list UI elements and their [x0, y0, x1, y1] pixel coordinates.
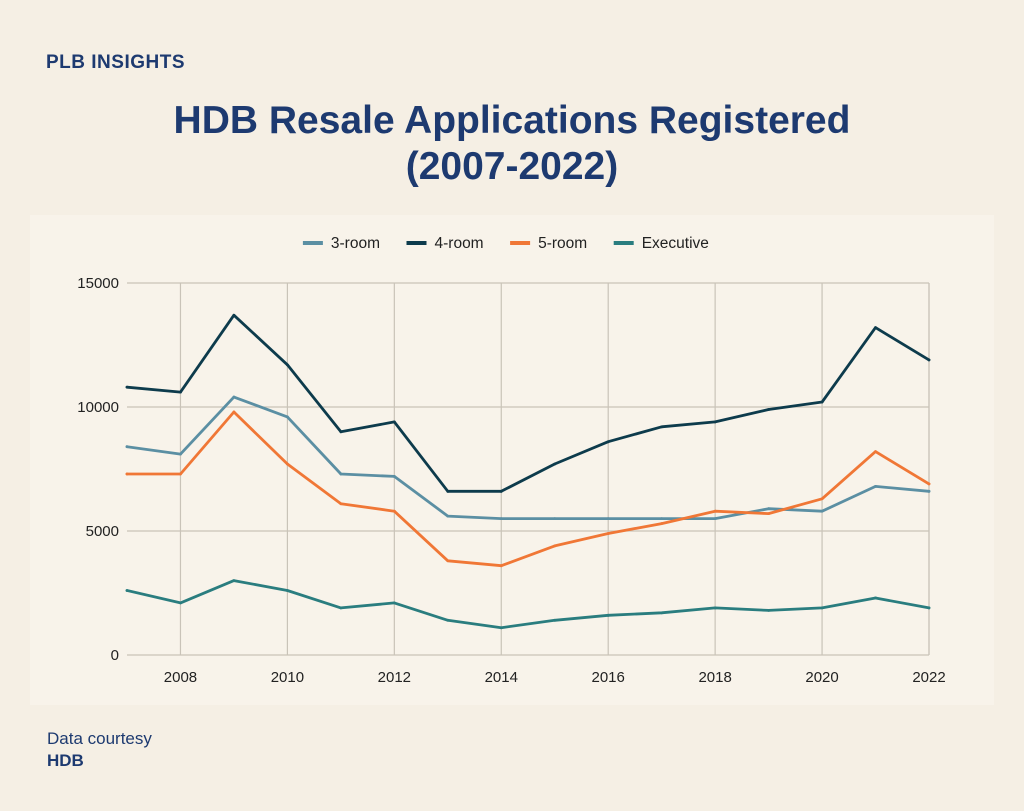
data-point-executive — [606, 613, 610, 617]
x-tick-label: 2022 — [912, 669, 945, 686]
x-tick-label: 2018 — [698, 669, 731, 686]
x-tick-label: 2020 — [805, 669, 838, 686]
data-point-5-room — [446, 559, 450, 563]
data-point-3-room — [446, 514, 450, 518]
data-point-3-room — [179, 452, 182, 456]
data-point-4-room — [553, 462, 557, 466]
y-tick-label: 5000 — [86, 523, 119, 540]
source-org: HDB — [47, 751, 84, 770]
data-point-5-room — [232, 410, 236, 414]
data-point-executive — [820, 606, 824, 610]
data-point-5-room — [125, 472, 129, 476]
chart-title-line1: HDB Resale Applications Registered — [173, 99, 851, 142]
data-point-executive — [874, 596, 877, 600]
data-point-executive — [660, 611, 664, 615]
series-line-4-room — [125, 313, 931, 493]
brand-text: PLB INSIGHTS — [46, 52, 186, 73]
series-line-3-room — [125, 395, 931, 521]
y-tick-label: 10000 — [77, 399, 119, 416]
data-point-4-room — [606, 440, 610, 444]
data-point-4-room — [767, 408, 770, 411]
legend-label-4-room: 4-room — [435, 235, 484, 252]
data-point-5-room — [179, 472, 182, 476]
data-point-3-room — [125, 445, 129, 449]
data-point-4-room — [499, 489, 503, 493]
data-point-executive — [286, 589, 289, 592]
data-point-executive — [392, 601, 396, 605]
data-point-4-room — [874, 326, 877, 330]
data-point-5-room — [606, 532, 610, 535]
data-point-4-room — [660, 425, 664, 429]
data-point-4-room — [125, 385, 129, 389]
y-tick-label: 15000 — [77, 275, 119, 292]
data-point-executive — [446, 618, 450, 622]
data-point-3-room — [713, 517, 717, 520]
data-point-executive — [339, 606, 343, 610]
x-tick-label: 2010 — [271, 669, 304, 686]
data-point-3-room — [606, 517, 610, 520]
data-point-3-room — [927, 489, 931, 493]
data-source: Data courtesy HDB — [47, 728, 152, 772]
data-point-4-room — [339, 430, 343, 434]
y-tick-label: 0 — [111, 647, 119, 664]
data-point-5-room — [660, 522, 664, 525]
data-point-5-room — [874, 450, 877, 454]
data-point-5-room — [286, 462, 289, 466]
x-tick-label: 2008 — [164, 669, 197, 686]
data-point-5-room — [339, 502, 343, 506]
data-point-3-room — [553, 517, 557, 520]
brand-logo: PLB INSIGHTS — [46, 52, 185, 74]
data-point-3-room — [339, 472, 343, 476]
legend-label-5-room: 5-room — [538, 235, 587, 252]
data-point-executive — [927, 606, 931, 610]
data-point-executive — [767, 608, 770, 612]
legend-label-executive: Executive — [642, 235, 709, 252]
data-point-executive — [232, 579, 236, 582]
data-point-5-room — [713, 509, 717, 513]
data-point-3-room — [286, 415, 289, 419]
data-point-5-room — [767, 512, 770, 516]
data-point-executive — [713, 606, 717, 610]
data-point-5-room — [820, 497, 824, 501]
data-point-5-room — [499, 564, 503, 568]
data-point-3-room — [499, 517, 503, 520]
x-tick-label: 2012 — [378, 669, 411, 686]
data-point-executive — [125, 589, 129, 592]
data-point-3-room — [767, 507, 770, 511]
data-point-executive — [499, 626, 503, 630]
data-point-4-room — [286, 363, 289, 367]
x-tick-label: 2014 — [485, 669, 518, 686]
data-point-4-room — [820, 400, 824, 404]
data-point-4-room — [232, 313, 236, 317]
source-label: Data courtesy — [47, 729, 152, 748]
data-point-3-room — [820, 509, 824, 513]
legend-label-3-room: 3-room — [331, 235, 380, 252]
data-point-3-room — [392, 475, 396, 478]
data-point-4-room — [927, 358, 931, 362]
data-point-3-room — [660, 517, 664, 520]
line-chart: 0 5000 10000 15000 2008 2010 2012 2014 2016 2018 2… — [77, 235, 945, 686]
data-point-executive — [179, 601, 182, 605]
data-point-4-room — [392, 420, 396, 424]
data-point-4-room — [446, 489, 450, 493]
data-point-4-room — [179, 390, 182, 394]
data-point-3-room — [874, 484, 877, 488]
x-tick-label: 2016 — [592, 669, 625, 686]
series-line-5-room — [125, 410, 931, 568]
data-point-5-room — [392, 509, 396, 513]
chart-panel: 0 5000 10000 15000 2008 2010 2012 2014 2016 2018 2… — [30, 215, 994, 705]
data-point-5-room — [553, 544, 557, 548]
data-point-5-room — [927, 482, 931, 486]
data-point-executive — [553, 618, 557, 622]
data-point-3-room — [232, 395, 236, 399]
data-point-4-room — [713, 420, 717, 424]
series-line-executive — [125, 579, 931, 630]
chart-title-line2: (2007-2022) — [405, 145, 619, 188]
chart-title: HDB Resale Applications Registered (2007… — [0, 98, 1024, 190]
